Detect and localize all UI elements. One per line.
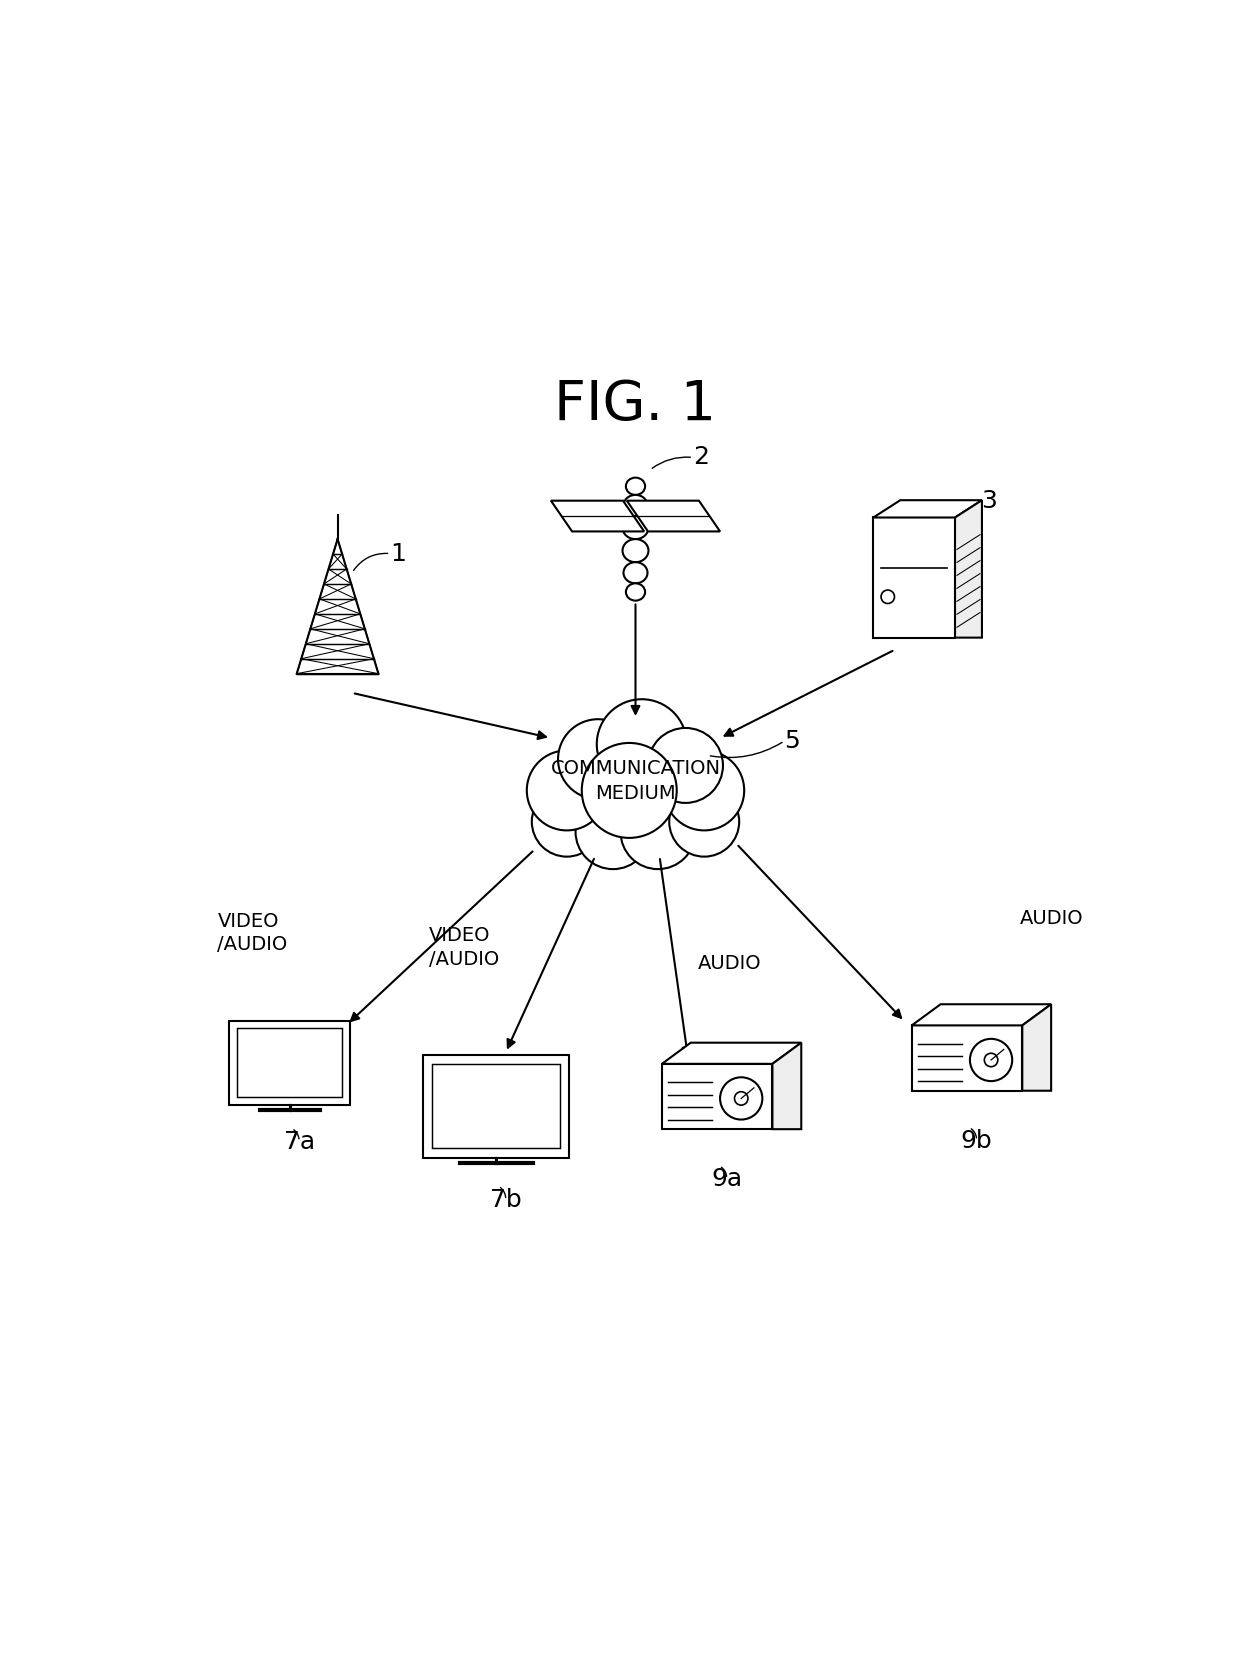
Ellipse shape — [624, 562, 647, 583]
Circle shape — [649, 728, 723, 803]
Ellipse shape — [626, 583, 645, 600]
Polygon shape — [662, 1042, 801, 1064]
Circle shape — [985, 1054, 998, 1067]
FancyBboxPatch shape — [433, 1064, 560, 1149]
FancyBboxPatch shape — [873, 517, 955, 637]
Circle shape — [720, 1077, 763, 1120]
Text: AUDIO: AUDIO — [698, 955, 761, 974]
Text: FIG. 1: FIG. 1 — [554, 378, 717, 432]
Text: 9a: 9a — [712, 1167, 743, 1192]
Text: VIDEO
/AUDIO: VIDEO /AUDIO — [217, 912, 288, 955]
Ellipse shape — [622, 517, 649, 538]
Circle shape — [734, 1092, 748, 1105]
Circle shape — [620, 793, 696, 869]
Circle shape — [582, 743, 677, 839]
Ellipse shape — [622, 538, 649, 562]
Text: VIDEO
/AUDIO: VIDEO /AUDIO — [429, 927, 500, 969]
FancyBboxPatch shape — [911, 1025, 1022, 1090]
Polygon shape — [773, 1042, 801, 1129]
FancyBboxPatch shape — [423, 1055, 569, 1157]
Circle shape — [596, 698, 687, 788]
Text: 9b: 9b — [961, 1129, 992, 1152]
Text: 7a: 7a — [284, 1130, 315, 1154]
Text: 3: 3 — [982, 488, 997, 513]
Circle shape — [532, 787, 601, 857]
Ellipse shape — [624, 495, 647, 517]
Circle shape — [670, 787, 739, 857]
Ellipse shape — [626, 478, 645, 495]
Polygon shape — [627, 500, 720, 532]
FancyBboxPatch shape — [662, 1064, 773, 1129]
Polygon shape — [551, 500, 644, 532]
Circle shape — [575, 793, 651, 869]
Circle shape — [558, 718, 639, 798]
Text: 7b: 7b — [490, 1189, 522, 1212]
FancyBboxPatch shape — [237, 1029, 342, 1097]
Text: 5: 5 — [785, 728, 800, 753]
Polygon shape — [1022, 1004, 1052, 1090]
Text: AUDIO: AUDIO — [1019, 909, 1084, 929]
Circle shape — [527, 750, 606, 830]
Circle shape — [665, 750, 744, 830]
Polygon shape — [955, 500, 982, 637]
Text: COMMUNICATION
MEDIUM: COMMUNICATION MEDIUM — [551, 758, 720, 803]
Polygon shape — [911, 1004, 1052, 1025]
Circle shape — [970, 1039, 1012, 1082]
Text: 2: 2 — [693, 445, 709, 470]
Circle shape — [882, 590, 894, 603]
Text: 1: 1 — [391, 542, 407, 565]
Polygon shape — [873, 500, 982, 517]
FancyBboxPatch shape — [229, 1020, 350, 1105]
